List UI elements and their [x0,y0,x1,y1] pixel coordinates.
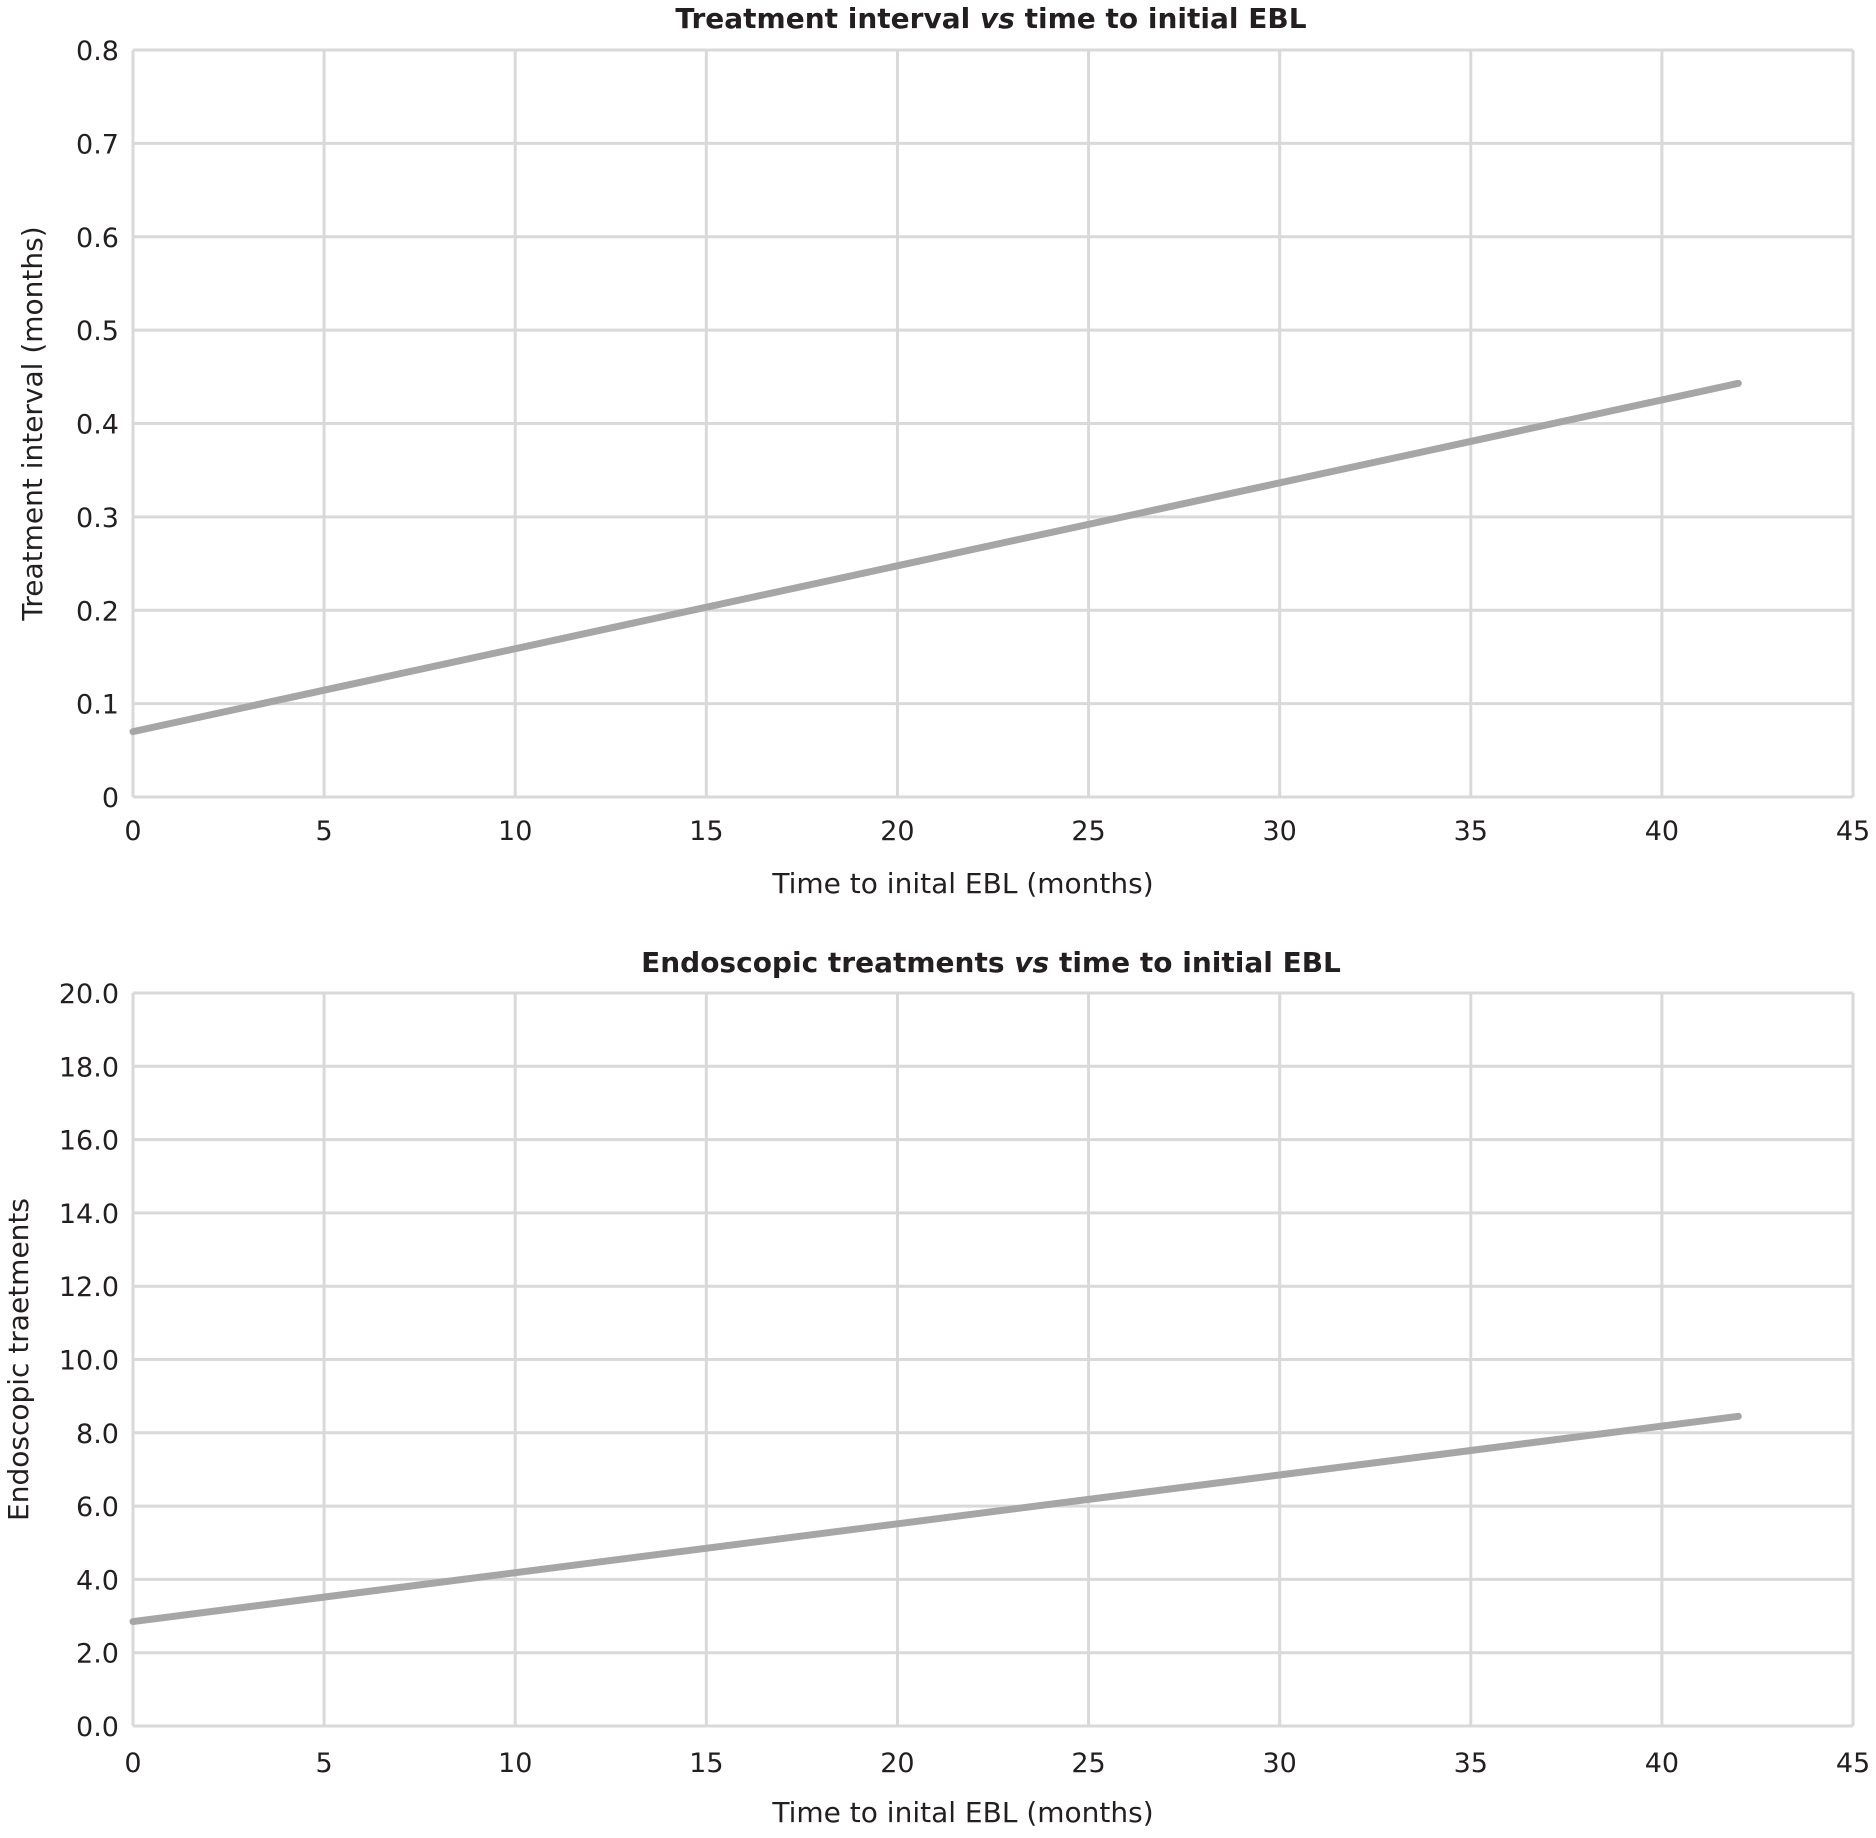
chart-title-part: vs [1014,946,1049,979]
y-axis-label: Treatment interval (months) [16,226,49,621]
chart-title-part: vs [980,2,1015,35]
y-axis-label: Endoscopic traetments [2,1198,35,1521]
y-tick-label: 0.6 [76,223,119,254]
x-tick-label: 5 [316,816,333,847]
chart-panel-1: 0 0.1 0.2 0.3 0.4 0.5 0.6 0.7 0.8 0 5 10 15 20 25 30 35 4… [16,2,1870,900]
x-tick-label: 5 [316,1748,333,1779]
y-tick-label: 0.8 [76,36,119,67]
chart-title-part: Endoscopic treatments [641,946,1014,979]
x-tick-label: 35 [1454,1748,1488,1779]
y-tick-label: 0 [102,783,119,814]
y-tick-label: 0.1 [76,690,119,721]
chart-title-part: time to initial EBL [1049,946,1341,979]
y-tick-label: 16.0 [59,1126,119,1157]
x-axis-label: Time to inital EBL (months) [771,1796,1153,1829]
x-tick-label: 25 [1071,1748,1105,1779]
y-tick-label: 20.0 [59,979,119,1010]
y-tick-label: 0.5 [76,316,119,347]
y-tick-label: 0.7 [76,129,119,160]
x-tick-label: 45 [1836,816,1870,847]
y-tick-label: 0.3 [76,503,119,534]
chart-title-part: time to initial EBL [1015,2,1307,35]
chart-panel-2: 0.0 2.0 4.0 6.0 8.0 10.0 12.0 14.0 16.0 18.0 20.0 0… [2,946,1870,1829]
x-tick-label: 45 [1836,1748,1870,1779]
y-tick-label: 0.0 [76,1712,119,1743]
x-tick-label: 35 [1454,816,1488,847]
x-tick-label: 10 [498,1748,532,1779]
x-tick-label: 40 [1645,816,1679,847]
y-tick-label: 4.0 [76,1565,119,1596]
y-tick-label: 0.4 [76,410,119,441]
x-tick-label: 0 [124,816,141,847]
y-tick-label: 10.0 [59,1346,119,1377]
x-tick-label: 15 [689,1748,723,1779]
y-tick-label: 6.0 [76,1492,119,1523]
y-tick-label: 18.0 [59,1052,119,1083]
chart-title-part: Treatment interval [675,2,980,35]
x-tick-label: 30 [1262,1748,1296,1779]
x-axis-label: Time to inital EBL (months) [771,867,1153,900]
x-tick-label: 25 [1071,816,1105,847]
x-tick-label: 20 [880,1748,914,1779]
trend-line [129,1412,1742,1626]
y-tick-label: 2.0 [76,1639,119,1670]
x-tick-label: 0 [124,1748,141,1779]
y-tick-label: 0.2 [76,596,119,627]
y-tick-label: 14.0 [59,1199,119,1230]
x-tick-label: 15 [689,816,723,847]
x-tick-label: 10 [498,816,532,847]
y-tick-label: 12.0 [59,1272,119,1303]
trend-line [129,379,1742,736]
y-tick-label: 8.0 [76,1419,119,1450]
x-tick-label: 40 [1645,1748,1679,1779]
x-tick-label: 30 [1262,816,1296,847]
x-tick-label: 20 [880,816,914,847]
chart-title: Treatment interval vs time to initial EB… [675,2,1306,35]
chart-title: Endoscopic treatments vs time to initial… [641,946,1341,979]
